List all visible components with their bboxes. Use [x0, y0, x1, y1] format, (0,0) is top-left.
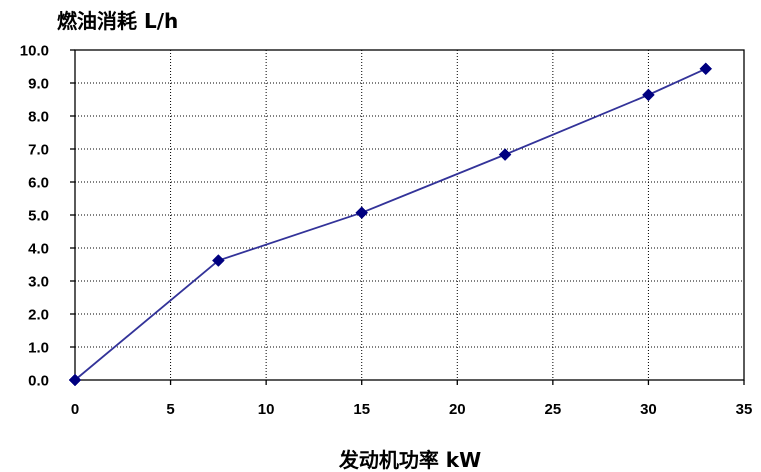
gridlines — [75, 50, 744, 380]
x-tick-label: 0 — [71, 401, 79, 418]
y-tick-labels: 0.0 1.0 2.0 3.0 4.0 5.0 6.0 7.0 8.0 9.0 10.0 — [20, 43, 49, 390]
data-point-diamond — [355, 206, 369, 220]
plot-frame — [74, 49, 745, 381]
x-tick-labels: 0 5 10 15 20 25 30 35 — [71, 401, 753, 418]
x-tick-label: 15 — [353, 401, 370, 418]
series-line — [74, 67, 707, 381]
y-tick-label: 3.0 — [28, 274, 49, 291]
data-point-diamond — [498, 148, 512, 161]
x-axis-title: 发动机功率 kW — [338, 448, 481, 472]
data-point-diamond — [212, 254, 225, 267]
x-tick-label: 30 — [640, 401, 657, 418]
y-tick-label: 2.0 — [28, 307, 49, 324]
y-tick-label: 1.0 — [28, 340, 49, 357]
x-tick-label: 25 — [545, 401, 562, 418]
x-tick-label: 20 — [449, 401, 466, 418]
data-point-diamond — [68, 373, 82, 387]
y-tick-label: 7.0 — [28, 142, 49, 159]
x-tick-label: 5 — [166, 401, 174, 418]
y-tick-label: 4.0 — [28, 241, 49, 258]
y-axis-title: 燃油消耗 L/h — [57, 9, 178, 33]
x-tick-label: 35 — [736, 401, 753, 418]
y-tick-label: 9.0 — [28, 76, 49, 93]
y-tick-label: 6.0 — [28, 175, 49, 192]
data-point-diamond — [642, 88, 655, 102]
data-series — [68, 62, 713, 387]
x-tick-label: 10 — [258, 401, 275, 418]
y-tick-label: 10.0 — [20, 43, 49, 60]
data-point-diamond — [699, 62, 713, 76]
axis-ticks — [70, 49, 745, 385]
y-tick-label: 8.0 — [28, 109, 49, 126]
y-tick-label: 0.0 — [28, 373, 49, 390]
y-tick-label: 5.0 — [28, 208, 49, 225]
